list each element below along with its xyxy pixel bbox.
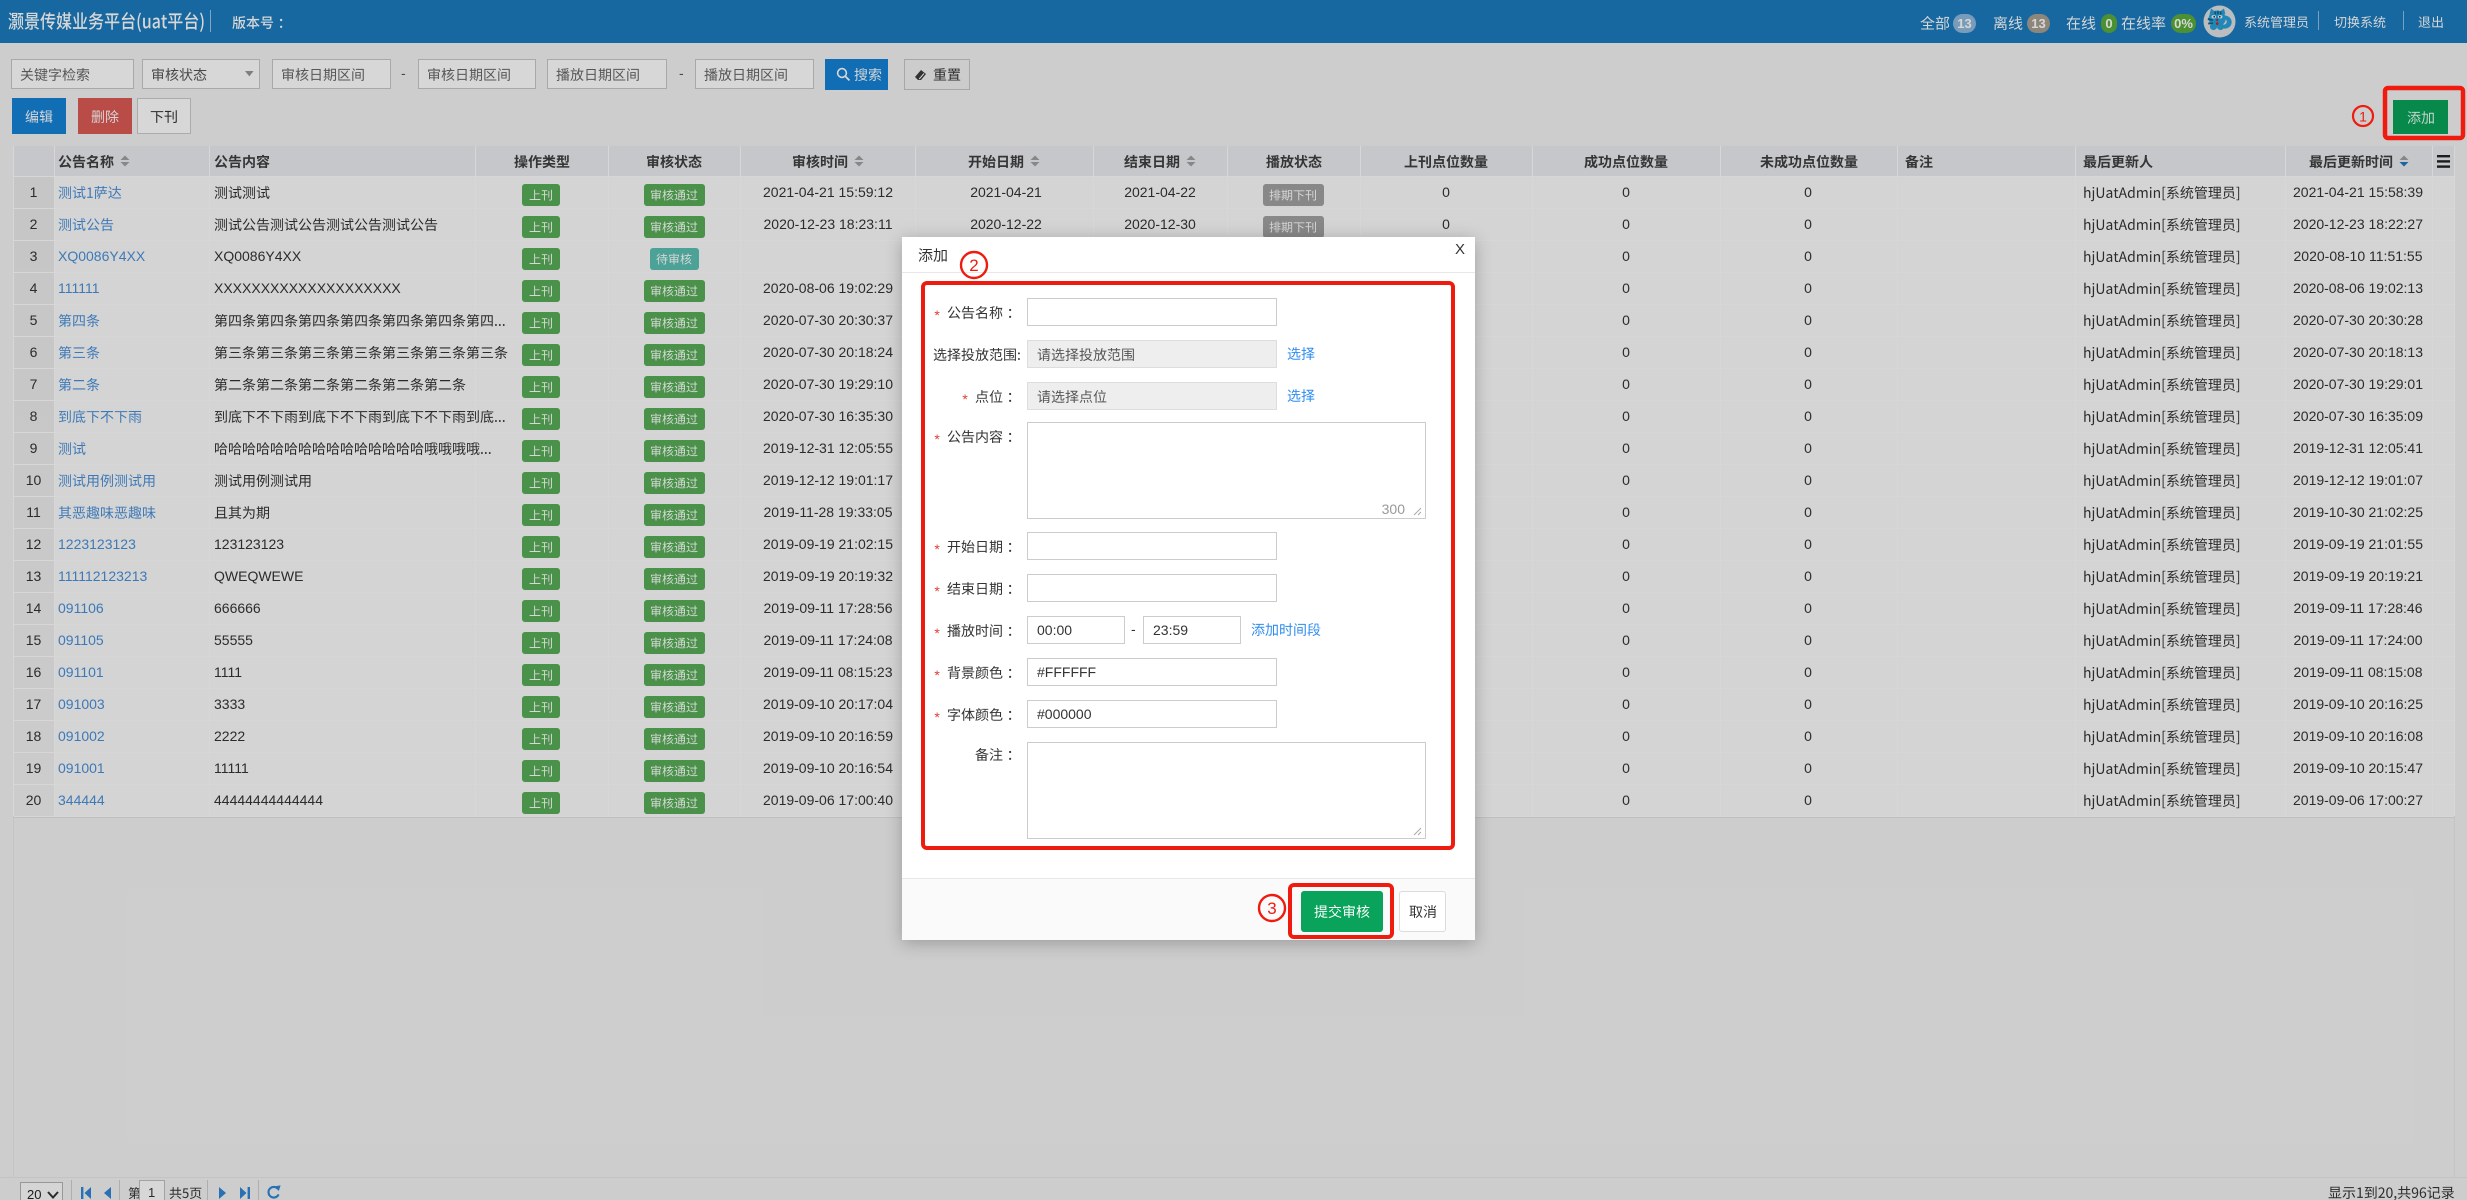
svg-text:2: 2 [969, 256, 978, 275]
svg-text:3: 3 [1267, 899, 1276, 918]
svg-text:1: 1 [2359, 109, 2367, 125]
